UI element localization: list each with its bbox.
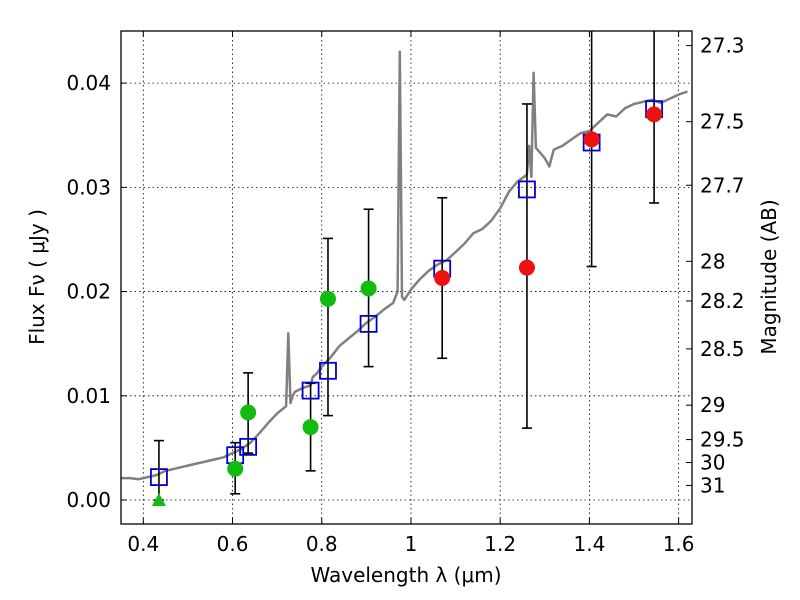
model-band-marker	[518, 180, 536, 199]
optical-flux-point	[227, 460, 244, 477]
clipped-series	[121, 31, 688, 507]
y2-tick-label: 28.2	[700, 289, 745, 313]
y-tick-label: 0.00	[66, 488, 111, 512]
y-axis-title: Flux Fν ( μJy )	[25, 209, 49, 345]
y2-axis-title: Magnitude (AB)	[757, 199, 781, 354]
model-band-marker	[359, 314, 378, 333]
optical-flux-point	[240, 404, 257, 421]
nir-flux-point	[434, 270, 451, 287]
x-tick-label: 1	[405, 532, 418, 556]
y2-tick-label: 28.5	[700, 337, 745, 361]
y2-tick-label: 27.5	[700, 110, 745, 134]
y2-tick-label: 27.3	[700, 34, 745, 58]
optical-flux-point	[302, 419, 319, 436]
y2-tick-label: 29.5	[700, 428, 745, 452]
y-tick-label: 0.03	[66, 175, 111, 199]
tick-labels: 0.4 0.6 0.8 1 1.2 1.4 1.6 0.00 0.01 0.02 0.03 0.04 2…	[66, 34, 744, 556]
x-tick-label: 0.6	[217, 532, 249, 556]
y-tick-label: 0.02	[66, 280, 111, 304]
model-band-marker	[301, 381, 320, 400]
x-tick-label: 1.6	[663, 532, 695, 556]
model-spectrum-line	[121, 50, 688, 481]
y-tick-label: 0.04	[66, 71, 111, 95]
model-band-marker	[150, 468, 168, 486]
optical-flux-point	[319, 290, 336, 307]
y2-tick-label: 31	[700, 473, 725, 497]
nir-flux-point	[646, 106, 663, 123]
plot-series	[121, 31, 688, 507]
y-tick-label: 0.01	[66, 384, 111, 408]
nir-flux-point	[518, 259, 535, 276]
model-band-marker	[239, 437, 258, 456]
x-axis-title: Wavelength λ (μm)	[310, 563, 501, 587]
plot-frame	[120, 30, 693, 525]
x-tick-label: 0.8	[306, 532, 338, 556]
grid-lines	[121, 31, 692, 524]
upper-limit-marker	[151, 493, 166, 507]
x-tick-label: 1.4	[573, 532, 605, 556]
x-tick-label: 0.4	[127, 532, 159, 556]
optical-flux-point	[360, 280, 377, 297]
model-band-marker	[319, 361, 337, 380]
y2-tick-label: 27.7	[700, 173, 745, 197]
y2-tick-label: 29	[700, 393, 725, 417]
tick-marks	[121, 31, 692, 524]
nir-flux-point	[583, 131, 600, 148]
y2-tick-label: 28	[700, 249, 725, 273]
x-tick-label: 1.2	[484, 532, 516, 556]
y2-tick-label: 30	[700, 451, 725, 475]
